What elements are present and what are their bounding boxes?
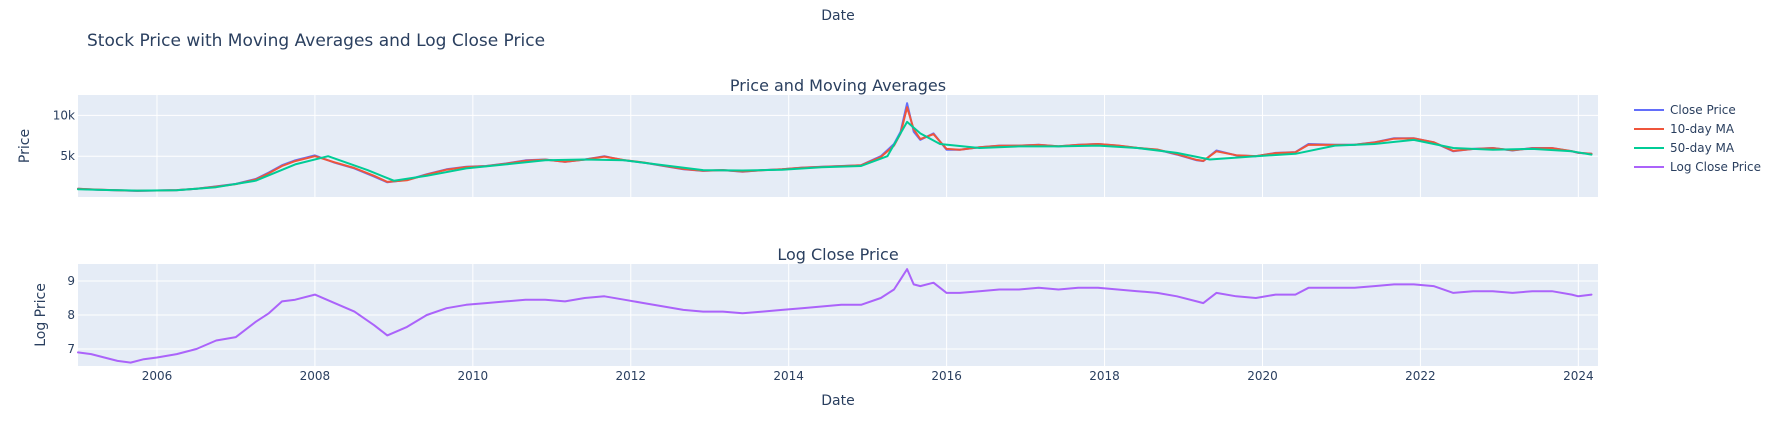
y-tick-label: 5k <box>60 149 75 163</box>
price-plot-area <box>78 95 1598 197</box>
x-tick-label: 2012 <box>615 369 646 383</box>
legend-item-50-day-ma[interactable]: 50-day MA <box>1634 141 1735 155</box>
chart-title: Stock Price with Moving Averages and Log… <box>87 31 545 51</box>
legend-label: Close Price <box>1670 103 1736 117</box>
grid-lines <box>78 95 1598 366</box>
x-tick-label: 2020 <box>1247 369 1278 383</box>
x-tick-label: 2008 <box>300 369 331 383</box>
top-axis-label: Date <box>821 8 854 24</box>
tick-labels: 5k 10k 7 8 9 2006 2008 2010 2012 2014 2016 2018 2020… <box>53 108 1594 383</box>
legend-item-10-day-ma[interactable]: 10-day MA <box>1634 122 1735 136</box>
x-tick-label: 2016 <box>931 369 962 383</box>
x-tick-label: 2018 <box>1089 369 1120 383</box>
series-line-50-day-ma <box>77 120 1593 192</box>
x-tick-label: 2006 <box>142 369 173 383</box>
x-axis-title: Date <box>821 393 854 409</box>
legend-label: Log Close Price <box>1670 160 1761 174</box>
y-tick-label: 7 <box>67 342 75 356</box>
legend-item-log-close-price[interactable]: Log Close Price <box>1634 160 1761 174</box>
legend-item-close-price[interactable]: Close Price <box>1634 103 1736 117</box>
legend-label: 50-day MA <box>1670 141 1735 155</box>
log-y-axis-label: Log Price <box>33 283 49 347</box>
series-line-log-close-price <box>77 268 1593 364</box>
price-subplot-title: Price and Moving Averages <box>730 76 946 95</box>
x-tick-label: 2022 <box>1405 369 1436 383</box>
y-tick-label: 9 <box>67 274 75 288</box>
price-y-axis-label: Price <box>17 129 33 163</box>
y-tick-label: 8 <box>67 308 75 322</box>
series-lines <box>77 102 1593 364</box>
y-tick-label: 10k <box>53 108 75 122</box>
log-subplot-title: Log Close Price <box>777 245 898 264</box>
x-tick-label: 2010 <box>458 369 489 383</box>
legend: Close Price 10-day MA 50-day MA Log Close P… <box>1634 103 1761 174</box>
x-tick-label: 2014 <box>773 369 804 383</box>
x-tick-label: 2024 <box>1563 369 1594 383</box>
legend-label: 10-day MA <box>1670 122 1735 136</box>
